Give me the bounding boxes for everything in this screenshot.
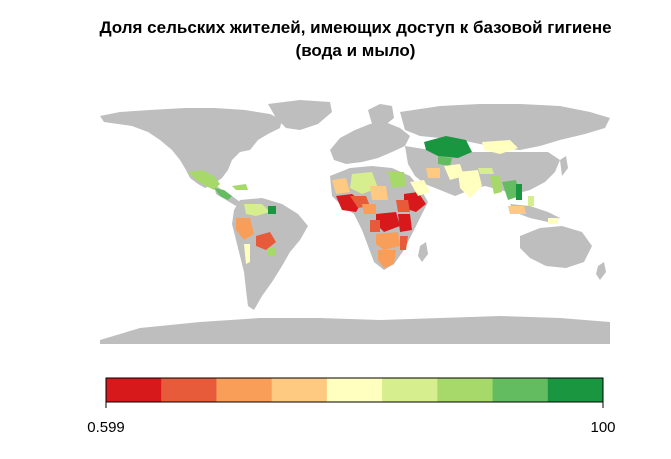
- legend-swatch: [271, 378, 328, 402]
- region-central-america: [214, 188, 232, 200]
- landmass-greenland: [268, 100, 332, 130]
- map-title-line-2: (вода и мыло): [295, 41, 416, 60]
- region-egypt: [388, 172, 406, 188]
- region-mongolia: [482, 140, 518, 154]
- legend-max-label: 100: [590, 419, 616, 436]
- region-congo: [370, 220, 380, 232]
- legend-border: [105, 377, 604, 403]
- country-data-layer: [188, 136, 558, 268]
- region-guyana: [268, 206, 276, 214]
- region-southern-cone: [244, 244, 250, 264]
- legend-swatch: [492, 378, 549, 402]
- region-angola-zambia: [376, 232, 400, 250]
- region-indonesia: [508, 206, 526, 214]
- region-bolivia: [256, 232, 276, 250]
- legend-color-bar: [105, 377, 604, 408]
- region-vietnam: [516, 184, 522, 200]
- legend-swatch: [161, 378, 217, 402]
- region-paraguay: [268, 248, 276, 256]
- legend-swatch: [382, 378, 438, 402]
- region-kazakhstan: [424, 136, 472, 158]
- legend-swatch: [326, 378, 383, 402]
- landmass-layer: [100, 100, 610, 344]
- region-indochina: [502, 180, 520, 200]
- legend-swatch: [547, 378, 604, 402]
- region-gulf-of-guinea: [362, 204, 376, 214]
- legend-swatch: [437, 378, 494, 402]
- region-central-africa: [376, 212, 400, 232]
- region-myanmar: [490, 176, 502, 194]
- region-horn-of-africa: [404, 192, 426, 212]
- landmass-north-america: [100, 108, 282, 188]
- legend-min-label: 0.599: [87, 419, 125, 436]
- region-west-sahel: [332, 178, 350, 194]
- legend-swatch: [216, 378, 273, 402]
- landmass-new-zealand: [596, 262, 606, 280]
- region-east-africa: [398, 214, 412, 232]
- region-nepal-bhutan: [478, 168, 494, 174]
- map-title: Доля сельских жителей, имеющих доступ к …: [40, 16, 671, 62]
- region-philippines: [528, 196, 534, 206]
- region-arabia: [410, 180, 430, 196]
- region-png: [548, 218, 558, 224]
- landmass-europe: [330, 122, 410, 164]
- landmass-australia: [520, 226, 592, 268]
- legend-swatch: [106, 378, 162, 402]
- landmass-japan: [560, 156, 568, 176]
- map-title-line-1: Доля сельских жителей, имеющих доступ к …: [99, 18, 612, 37]
- region-peru: [236, 218, 254, 240]
- region-iran-area: [426, 168, 440, 178]
- landmass-scandinavia: [368, 104, 394, 126]
- region-mozambique: [400, 236, 408, 250]
- region-ethiopia: [396, 200, 410, 212]
- region-central-asia: [438, 156, 452, 166]
- landmass-madagascar: [418, 242, 428, 262]
- region-india: [458, 170, 482, 198]
- region-mexico: [188, 170, 220, 190]
- landmass-antarctica: [100, 316, 610, 344]
- region-northern-south-america: [244, 204, 270, 216]
- region-southern-africa: [378, 250, 396, 268]
- region-caribbean: [232, 184, 248, 190]
- region-central-sahel: [370, 186, 388, 200]
